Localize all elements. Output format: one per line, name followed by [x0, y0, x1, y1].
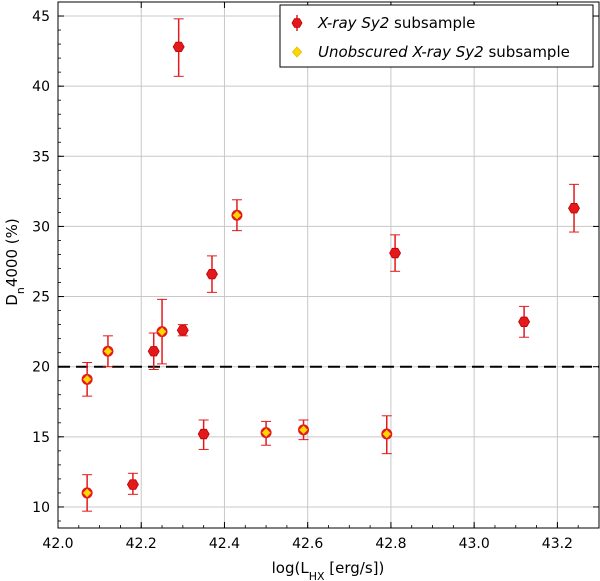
y-axis-title-post: 4000 (%) [3, 218, 21, 287]
legend-unobscured-label-plain: subsample [484, 43, 570, 61]
data-point-sy2 [389, 247, 402, 259]
y-tick-label: 45 [32, 9, 50, 25]
y-tick-label: 35 [32, 149, 50, 165]
data-point-unobscured [261, 428, 271, 437]
data-point-sy2 [126, 479, 139, 490]
data-point-unobscured [232, 211, 242, 220]
legend-sy2-hexagon-icon [291, 18, 303, 28]
ticks [57, 2, 600, 528]
legend-unobscured-label: Unobscured X-ray Sy2 subsample [318, 43, 570, 61]
legend-unobscured-label-italic: Unobscured X-ray Sy2 [318, 43, 484, 61]
legend-sy2-label-plain: subsample [389, 14, 475, 32]
data-point-unobscured [103, 347, 113, 356]
x-tick-label: 42.2 [126, 536, 157, 552]
legend-unobscured-diamond-icon [291, 46, 303, 58]
legend-sy2-label-italic: X-ray Sy2 [317, 14, 389, 32]
data-point-unobscured [157, 327, 167, 336]
data-point-unobscured [382, 429, 391, 439]
y-axis-title-pre: D [3, 294, 21, 306]
x-tick-label: 42.0 [42, 536, 73, 552]
x-tick-label: 42.4 [209, 536, 240, 552]
x-tick-label: 43.0 [459, 536, 490, 552]
y-tick-label: 15 [32, 430, 50, 446]
data-point-sy2 [147, 346, 160, 357]
x-tick-label: 42.6 [292, 536, 323, 552]
x-axis-title-post: [erg/s]) [325, 559, 385, 577]
x-axis-title-pre: log(L [272, 559, 310, 577]
y-axis-title: Dn4000 (%) [3, 218, 27, 305]
data-point-sy2 [172, 41, 185, 52]
y-tick-label: 10 [32, 500, 50, 516]
data-point-sy2 [568, 202, 580, 214]
y-axis-title-sub: n [14, 287, 27, 294]
y-tick-label: 40 [32, 79, 50, 95]
data-point-sy2 [206, 268, 218, 280]
x-tick-label: 43.2 [542, 536, 573, 552]
legend: X-ray Sy2 subsample Unobscured X-ray Sy2… [279, 4, 594, 68]
legend-box [279, 4, 594, 68]
tick-labels: 42.0 42.2 42.4 42.6 42.8 43.0 43.2 10 15 20 25 30 35… [32, 9, 573, 552]
data-point-sy2 [197, 428, 210, 440]
data-point-sy2 [176, 325, 189, 336]
y-tick-label: 20 [32, 360, 50, 376]
markers [81, 41, 580, 499]
y-tick-label: 30 [32, 219, 50, 235]
legend-entry-unobscured: Unobscured X-ray Sy2 subsample [291, 43, 570, 61]
data-point-unobscured [299, 425, 308, 435]
x-tick-label: 42.8 [375, 536, 406, 552]
y-tick-label: 25 [32, 290, 50, 306]
legend-entry-sy2: X-ray Sy2 subsample [291, 14, 475, 32]
legend-sy2-label: X-ray Sy2 subsample [317, 14, 475, 32]
data-point-sy2 [518, 316, 531, 328]
x-axis-title: log(LHX [erg/s]) [272, 559, 385, 581]
data-point-unobscured [82, 488, 92, 498]
data-point-unobscured [82, 375, 92, 384]
x-axis-title-sub: HX [309, 570, 325, 581]
